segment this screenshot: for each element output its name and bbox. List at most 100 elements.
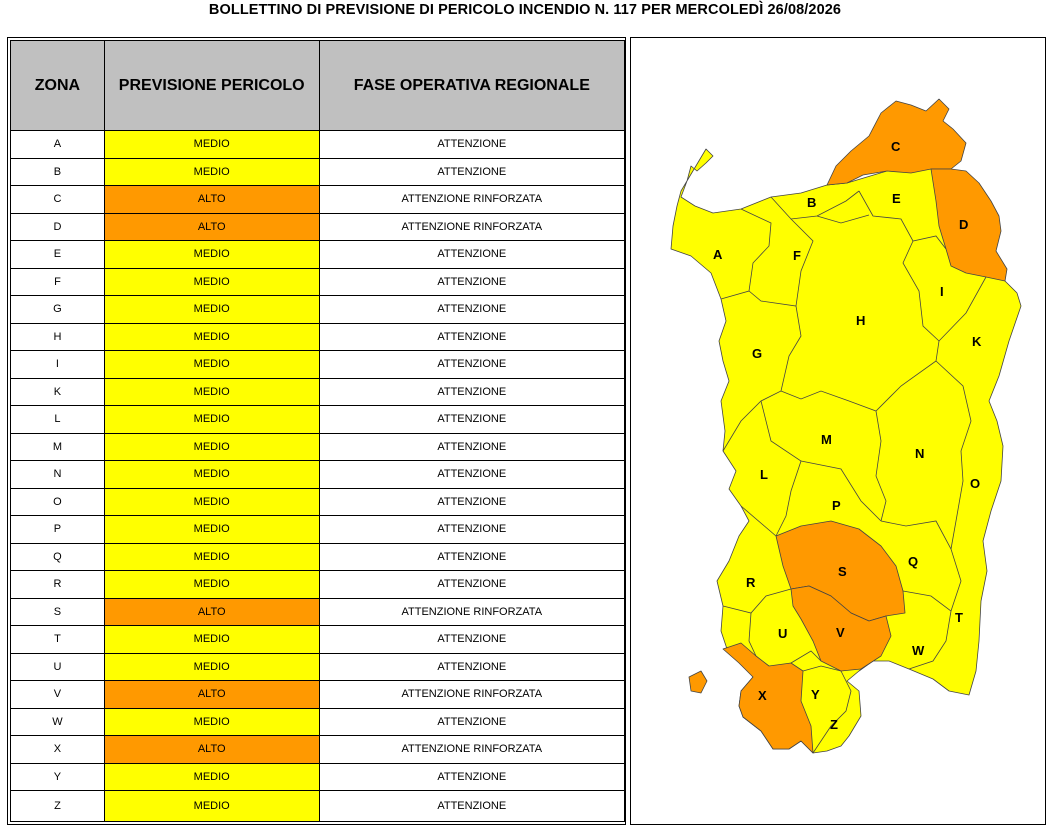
cell-previsione: MEDIO (103, 790, 320, 822)
table-row: Z MEDIO ATTENZIONE (10, 790, 626, 822)
cell-previsione: MEDIO (103, 707, 320, 736)
cell-fase-operativa: ATTENZIONE (318, 130, 626, 159)
map-label-p: P (832, 498, 841, 513)
cell-previsione: MEDIO (103, 240, 320, 269)
cell-zona: L (10, 405, 105, 434)
cell-previsione: MEDIO (103, 405, 320, 434)
cell-fase-operativa: ATTENZIONE RINFORZATA (318, 185, 626, 214)
cell-previsione: MEDIO (103, 267, 320, 296)
cell-fase-operativa: ATTENZIONE (318, 350, 626, 379)
table-row: B MEDIO ATTENZIONE (10, 157, 626, 186)
map-label-q: Q (908, 554, 918, 569)
cell-previsione: MEDIO (103, 460, 320, 489)
cell-previsione: ALTO (103, 735, 320, 764)
cell-zona: W (10, 707, 105, 736)
cell-previsione: MEDIO (103, 432, 320, 461)
table-row: F MEDIO ATTENZIONE (10, 267, 626, 296)
table-row: H MEDIO ATTENZIONE (10, 322, 626, 351)
table-row: U MEDIO ATTENZIONE (10, 652, 626, 681)
zone-d (930, 168, 1008, 282)
sardinia-map-panel: A B C D E F G H I K L M N O P Q R S T U … (630, 37, 1046, 825)
zone-x-island (688, 670, 708, 694)
table-row: E MEDIO ATTENZIONE (10, 240, 626, 269)
cell-zona: E (10, 240, 105, 269)
header-zona: ZONA (10, 40, 105, 131)
cell-zona: U (10, 652, 105, 681)
cell-previsione: MEDIO (103, 652, 320, 681)
cell-previsione: MEDIO (103, 130, 320, 159)
table-row: G MEDIO ATTENZIONE (10, 295, 626, 324)
cell-zona: X (10, 735, 105, 764)
cell-zona: I (10, 350, 105, 379)
cell-fase-operativa: ATTENZIONE (318, 157, 626, 186)
header-previsione-pericolo: PREVISIONE PERICOLO (103, 40, 320, 131)
cell-zona: V (10, 680, 105, 709)
cell-fase-operativa: ATTENZIONE (318, 625, 626, 654)
cell-zona: S (10, 597, 105, 626)
cell-previsione: ALTO (103, 680, 320, 709)
cell-zona: Q (10, 542, 105, 571)
cell-fase-operativa: ATTENZIONE RINFORZATA (318, 735, 626, 764)
cell-zona: A (10, 130, 105, 159)
cell-zona: G (10, 295, 105, 324)
cell-fase-operativa: ATTENZIONE (318, 487, 626, 516)
cell-fase-operativa: ATTENZIONE (318, 322, 626, 351)
cell-zona: K (10, 377, 105, 406)
cell-previsione: MEDIO (103, 350, 320, 379)
map-label-e: E (892, 191, 901, 206)
cell-fase-operativa: ATTENZIONE (318, 790, 626, 822)
map-label-f: F (793, 248, 801, 263)
cell-previsione: MEDIO (103, 515, 320, 544)
zone-v (790, 585, 892, 672)
map-label-n: N (915, 446, 924, 461)
map-label-t: T (955, 610, 963, 625)
sardinia-zone-map: A B C D E F G H I K L M N O P Q R S T U … (670, 98, 1022, 754)
cell-previsione: MEDIO (103, 570, 320, 599)
map-label-a: A (713, 247, 723, 262)
zone-x (722, 642, 814, 754)
map-label-w: W (912, 643, 925, 658)
map-label-x: X (758, 688, 767, 703)
map-label-k: K (972, 334, 982, 349)
map-label-h: H (856, 313, 865, 328)
cell-fase-operativa: ATTENZIONE (318, 460, 626, 489)
cell-zona: P (10, 515, 105, 544)
table-row: W MEDIO ATTENZIONE (10, 707, 626, 736)
map-label-l: L (760, 467, 768, 482)
cell-previsione: MEDIO (103, 542, 320, 571)
map-label-u: U (778, 626, 787, 641)
cell-zona: H (10, 322, 105, 351)
table-row: R MEDIO ATTENZIONE (10, 570, 626, 599)
cell-zona: R (10, 570, 105, 599)
table-row: Q MEDIO ATTENZIONE (10, 542, 626, 571)
table-row: V ALTO ATTENZIONE RINFORZATA (10, 680, 626, 709)
table-row: S ALTO ATTENZIONE RINFORZATA (10, 597, 626, 626)
cell-fase-operativa: ATTENZIONE (318, 542, 626, 571)
cell-previsione: MEDIO (103, 762, 320, 791)
cell-fase-operativa: ATTENZIONE (318, 652, 626, 681)
forecast-table: ZONA PREVISIONE PERICOLO FASE OPERATIVA … (10, 40, 626, 822)
cell-previsione: ALTO (103, 212, 320, 241)
map-label-v: V (836, 625, 845, 640)
table-row: C ALTO ATTENZIONE RINFORZATA (10, 185, 626, 214)
table-row: T MEDIO ATTENZIONE (10, 625, 626, 654)
cell-zona: O (10, 487, 105, 516)
table-row: N MEDIO ATTENZIONE (10, 460, 626, 489)
map-label-c: C (891, 139, 901, 154)
cell-zona: N (10, 460, 105, 489)
cell-zona: F (10, 267, 105, 296)
zone-c (826, 98, 967, 186)
cell-previsione: MEDIO (103, 487, 320, 516)
cell-fase-operativa: ATTENZIONE RINFORZATA (318, 597, 626, 626)
map-label-s: S (838, 564, 847, 579)
table-row: X ALTO ATTENZIONE RINFORZATA (10, 735, 626, 764)
cell-zona: D (10, 212, 105, 241)
map-label-z: Z (830, 717, 838, 732)
cell-zona: M (10, 432, 105, 461)
forecast-table-panel: ZONA PREVISIONE PERICOLO FASE OPERATIVA … (7, 37, 626, 825)
map-label-m: M (821, 432, 832, 447)
cell-fase-operativa: ATTENZIONE (318, 762, 626, 791)
table-row: D ALTO ATTENZIONE RINFORZATA (10, 212, 626, 241)
cell-previsione: MEDIO (103, 322, 320, 351)
cell-zona: Z (10, 790, 105, 822)
